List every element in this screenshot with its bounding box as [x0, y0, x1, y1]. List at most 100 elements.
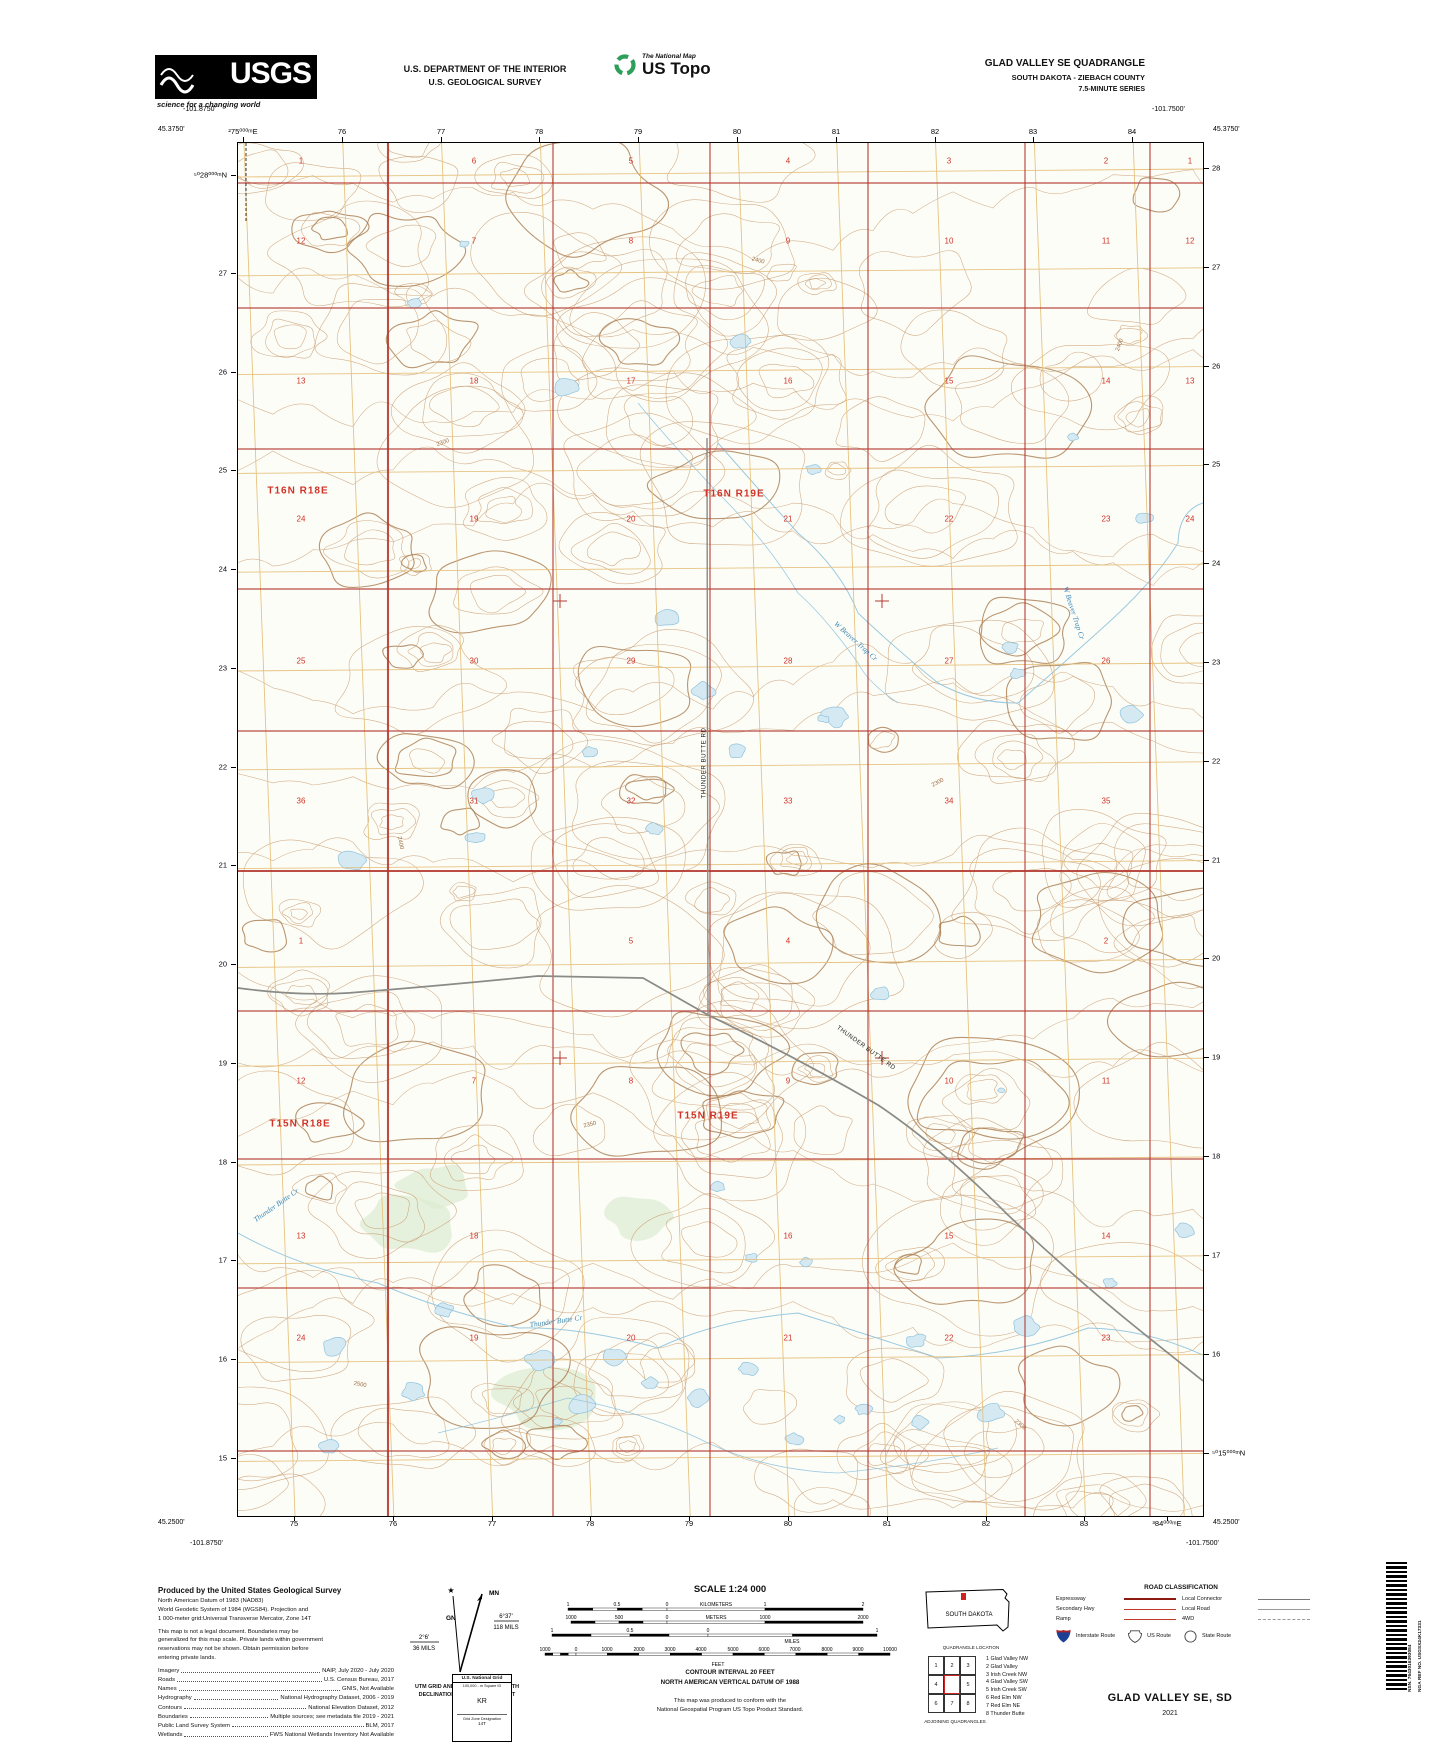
legend-label: Local Road	[1182, 1606, 1210, 1612]
adjoining-name: 4 Glad Valley SW	[986, 1679, 1028, 1686]
map-area: 1 6 5 4 3 2 1 12 7 8 9 10 11 12 13 18 17 16 15 14 13 24 19 20 21…	[237, 142, 1204, 1517]
data-source-row: Wetlands FWS National Wetlands Inventory …	[158, 1731, 394, 1740]
source-value: NAIP, July 2020 - July 2020	[322, 1668, 394, 1675]
grid-label-easting: 80	[732, 127, 742, 136]
source-label: Wetlands	[158, 1732, 183, 1738]
grid-label-northing: 19	[218, 1058, 227, 1068]
usng-gzd-label: Grid Zone Designation	[463, 1717, 501, 1721]
road-classification-legend: ROAD CLASSIFICATION Expressway Local Con…	[1056, 1584, 1310, 1643]
grid-label-northing: 21	[218, 860, 227, 870]
grid-label-northing: 22	[218, 762, 227, 772]
svg-text:2000: 2000	[857, 1615, 868, 1621]
scale-title: SCALE 1:24 000	[693, 1584, 767, 1595]
adjoining-name: 1 Glad Valley NW	[986, 1656, 1029, 1662]
legend-label: 4WD	[1182, 1616, 1195, 1622]
source-label: Contours	[158, 1704, 182, 1711]
legend-label: Ramp	[1056, 1616, 1071, 1622]
quad-series: 7.5-MINUTE SERIES	[1078, 86, 1145, 93]
grid-label-easting: 81	[831, 127, 841, 136]
svg-text:0: 0	[707, 1628, 710, 1634]
grid-tick	[231, 372, 236, 373]
shield-label: Interstate Route	[1076, 1633, 1116, 1639]
adjoining-center-cell	[943, 1674, 961, 1695]
data-source-row: Names GNIS, Not Available	[158, 1685, 394, 1694]
grid-tick	[492, 1516, 493, 1521]
grid-tick	[231, 1359, 236, 1360]
svg-text:MILES: MILES	[784, 1639, 800, 1645]
adjoining-cell: 8	[959, 1693, 977, 1714]
grid-label-easting: 75	[289, 1519, 299, 1528]
grid-tick	[231, 569, 236, 570]
agency-line2: U.S. GEOLOGICAL SURVEY	[428, 77, 542, 87]
source-value: U.S. Census Bureau, 2017	[323, 1677, 394, 1684]
grid-tick	[590, 1516, 591, 1521]
fourwd-line-sample	[1258, 1618, 1310, 1620]
grid-tick	[231, 470, 236, 471]
vertical-datum-note: NORTH AMERICAN VERTICAL DATUM OF 1988	[660, 1678, 800, 1686]
legend-label: Expressway	[1056, 1596, 1086, 1602]
source-label: Roads	[158, 1677, 176, 1684]
svg-text:METERS: METERS	[706, 1615, 728, 1621]
state-outline-icon: SOUTH DAKOTA	[925, 1588, 1010, 1632]
corner-top-right-lat: 45.3750'	[1213, 126, 1240, 133]
datum-line: North American Datum of 1983 (NAD83)	[158, 1598, 264, 1604]
quad-location-marker	[961, 1593, 966, 1600]
grid-label-northing: 28	[1212, 163, 1221, 173]
disclaimer-line: This map is not a legal document. Bounda…	[158, 1628, 299, 1635]
grid-label-northing: 21	[1212, 855, 1221, 865]
grid-tick	[1204, 168, 1209, 169]
grid-label-easting: 79	[684, 1519, 694, 1528]
usgs-tagline: science for a changing world	[157, 100, 261, 109]
secondary-hwy-line-sample	[1124, 1608, 1176, 1610]
source-value: National Elevation Dataset, 2012	[308, 1704, 394, 1711]
grid-tick	[1204, 860, 1209, 861]
grid-label-northing: 27	[218, 268, 227, 278]
source-value: FWS National Wetlands Inventory Not Avai…	[269, 1732, 394, 1738]
grid-tick	[986, 1516, 987, 1521]
svg-text:FEET: FEET	[712, 1662, 725, 1668]
source-label: Imagery	[158, 1668, 180, 1675]
svg-text:5000: 5000	[727, 1647, 738, 1653]
declination-arrows: ★ MN GN 6°37' 118 MILS 2°6' 36 MILS	[410, 1586, 519, 1673]
quad-title-block: GLAD VALLEY SE QUADRANGLE SOUTH DAKOTA -…	[860, 58, 1145, 93]
grid-tick	[1204, 267, 1209, 268]
ustopo-label: US Topo	[642, 59, 711, 78]
source-label: Names	[158, 1686, 177, 1693]
expressway-line-sample	[1124, 1598, 1176, 1600]
grid-label-northing: 26	[218, 367, 227, 377]
grid-tick	[1084, 1516, 1085, 1521]
grid-label-easting: 82	[981, 1519, 991, 1528]
usng-title: U.S. National Grid	[453, 1675, 511, 1683]
grid-tick	[393, 1516, 394, 1521]
grid-label-northing: 18	[218, 1157, 227, 1167]
svg-text:0: 0	[666, 1602, 669, 1608]
usgs-logo-text: USGS	[229, 57, 312, 90]
produced-title: Produced by the United States Geological…	[158, 1586, 342, 1595]
svg-text:1000: 1000	[540, 1647, 551, 1653]
svg-text:10000: 10000	[883, 1647, 897, 1653]
grid-tick	[1204, 662, 1209, 663]
grid-tick	[231, 668, 236, 669]
grid-label-easting: 78	[585, 1519, 595, 1528]
source-value: Multiple sources; see metadata file 2019…	[270, 1713, 394, 1720]
adjoining-cell: 4	[927, 1674, 945, 1695]
datum-line: 1 000-meter grid:Universal Transverse Me…	[158, 1615, 312, 1622]
grid-tick	[441, 137, 442, 142]
svg-text:6°37': 6°37'	[499, 1614, 513, 1620]
grid-label-northing: 17	[1212, 1250, 1221, 1260]
grid-label-easting: 76	[388, 1519, 398, 1528]
grid-label-northing: 26	[1212, 361, 1221, 371]
svg-text:0.5: 0.5	[614, 1602, 621, 1608]
usng-subtitle: 100,000 - m Square ID	[462, 1684, 502, 1688]
usgs-wave-icon	[159, 68, 195, 94]
grid-label-easting: 80	[783, 1519, 793, 1528]
svg-text:1: 1	[764, 1602, 767, 1608]
grid-label-northing: 15	[218, 1453, 227, 1463]
svg-text:1000: 1000	[759, 1615, 770, 1621]
svg-text:1000: 1000	[601, 1647, 612, 1653]
grid-tick	[836, 137, 837, 142]
adjoining-cell: 3	[959, 1655, 977, 1676]
grid-label-easting: 77	[487, 1519, 497, 1528]
grid-label-easting: 84	[1127, 127, 1137, 136]
